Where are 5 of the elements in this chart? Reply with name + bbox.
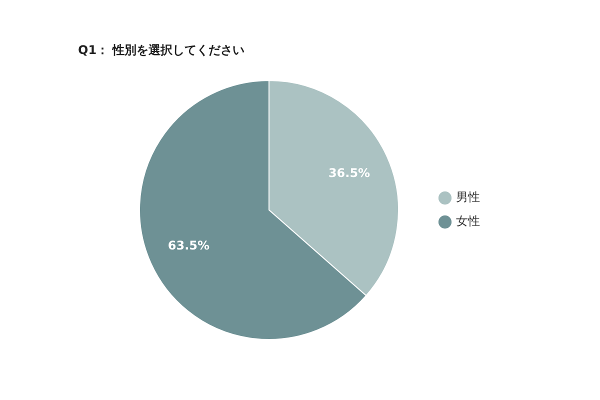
chart-title: Q1： 性別を選択してください (78, 42, 245, 59)
legend-label: 男性 (456, 190, 480, 204)
legend-label: 女性 (456, 214, 480, 228)
data-label: 36.5% (328, 166, 370, 180)
data-label: 63.5% (168, 238, 210, 252)
